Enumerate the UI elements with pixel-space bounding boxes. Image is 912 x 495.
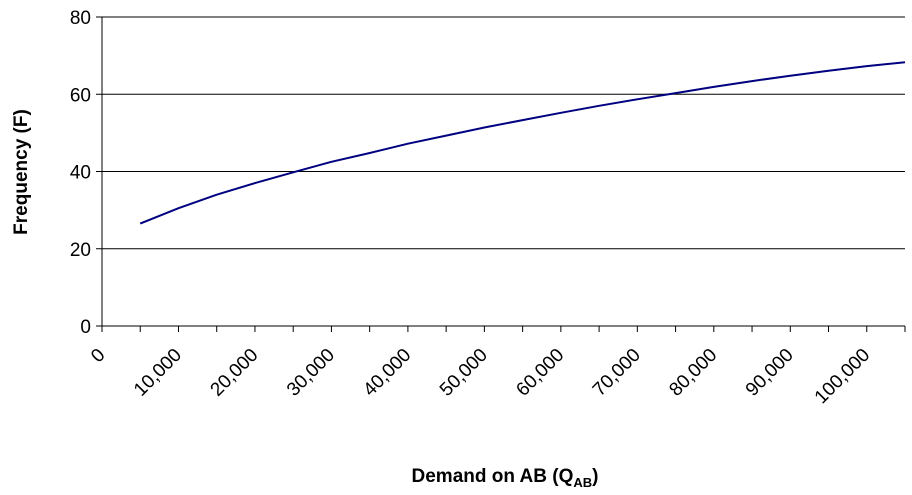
x-tick-label: 40,000 bbox=[359, 345, 415, 401]
x-axis-ticks: 0 10,000 20,000 30,000 40,000 50,000 60,000 70,… bbox=[87, 326, 906, 408]
y-tick-label: 0 bbox=[80, 317, 91, 338]
y-tick-label: 20 bbox=[70, 240, 91, 261]
x-tick-label: 10,000 bbox=[130, 345, 186, 401]
series-line bbox=[139, 61, 906, 225]
x-tick-label: 0 bbox=[87, 345, 109, 367]
x-axis-title-subscript: AB bbox=[573, 475, 592, 490]
y-axis-title: Frequency (F) bbox=[11, 109, 32, 235]
x-tick-label: 30,000 bbox=[283, 345, 339, 401]
y-tick-label: 80 bbox=[70, 8, 91, 29]
x-tick-label: 50,000 bbox=[436, 345, 492, 401]
x-tick-label: 80,000 bbox=[665, 345, 721, 401]
y-tick-label: 60 bbox=[70, 85, 91, 106]
y-tick-label: 40 bbox=[70, 163, 91, 184]
x-tick-label: 70,000 bbox=[589, 345, 645, 401]
series-group bbox=[139, 61, 906, 225]
x-tick-label: 90,000 bbox=[742, 345, 798, 401]
x-tick-label: 20,000 bbox=[207, 345, 263, 401]
gridlines bbox=[102, 16, 905, 250]
x-axis-title: Demand on AB (QAB) bbox=[412, 466, 599, 490]
y-axis-ticks: 0 20 40 60 80 bbox=[70, 8, 102, 338]
x-tick-label: 100,000 bbox=[811, 345, 874, 408]
x-axis-title-suffix: ) bbox=[592, 466, 598, 487]
x-axis-title-main: Demand on AB (Q bbox=[412, 466, 574, 487]
x-tick-label: 60,000 bbox=[512, 345, 568, 401]
